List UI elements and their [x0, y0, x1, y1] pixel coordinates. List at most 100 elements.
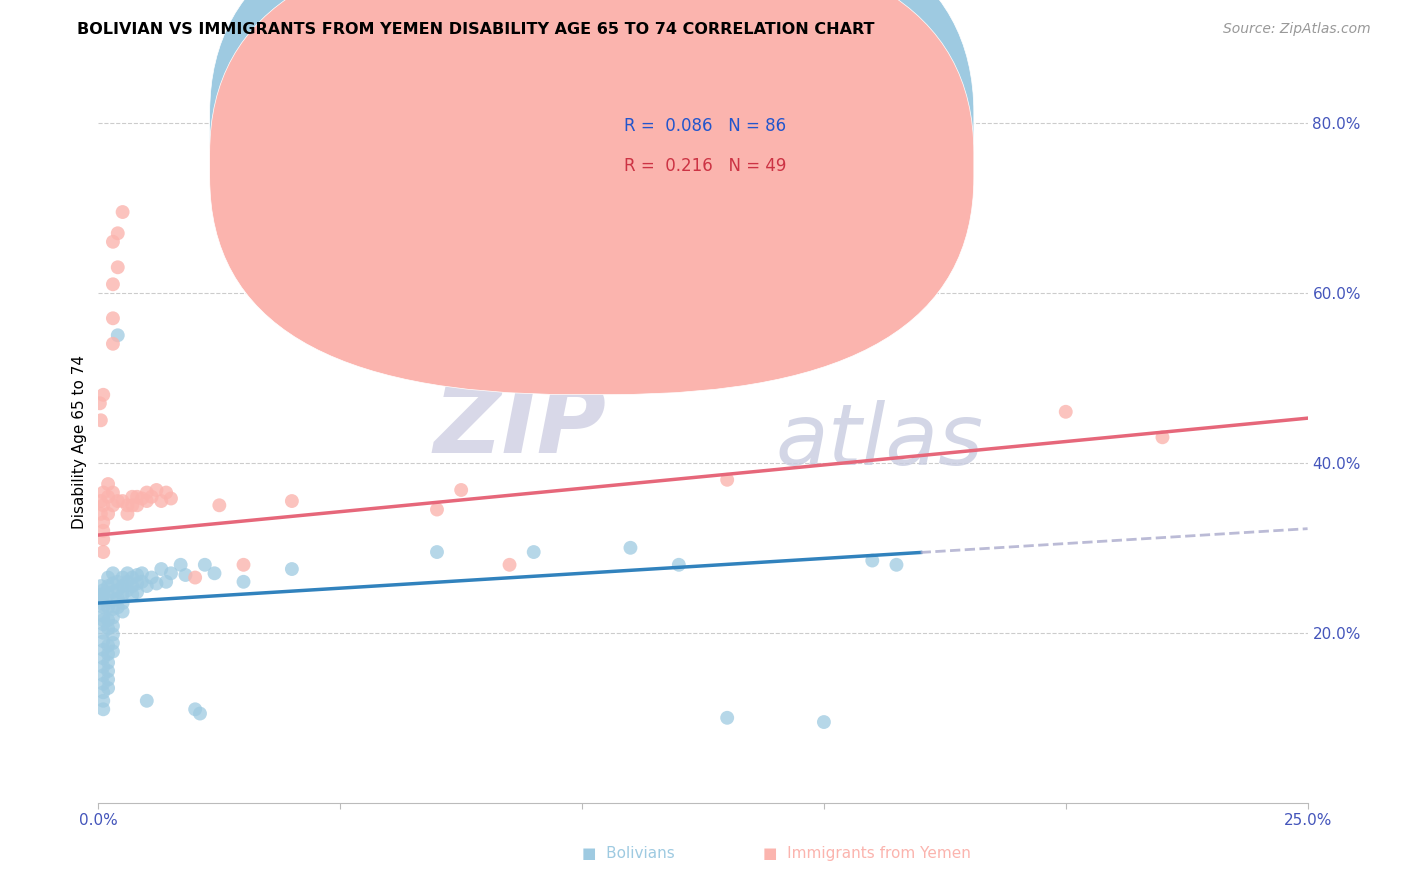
Point — [101, 585, 124, 599]
Text: BOLIVIAN VS IMMIGRANTS FROM YEMEN DISABILITY AGE 65 TO 74 CORRELATION CHART: BOLIVIAN VS IMMIGRANTS FROM YEMEN DISABI… — [77, 22, 875, 37]
Point — [204, 566, 226, 581]
Point — [91, 677, 114, 691]
Point — [160, 566, 183, 581]
Point — [426, 502, 449, 516]
Point — [90, 494, 112, 508]
Point — [89, 396, 111, 410]
Point — [97, 664, 120, 678]
Point — [97, 600, 120, 615]
Point — [101, 610, 124, 624]
Point — [91, 625, 114, 640]
Point — [194, 558, 217, 572]
Point — [117, 583, 139, 598]
Point — [91, 591, 114, 606]
Point — [91, 660, 114, 674]
Point — [426, 545, 449, 559]
Point — [97, 570, 120, 584]
Point — [131, 566, 153, 581]
Point — [619, 541, 641, 555]
Point — [121, 579, 143, 593]
Point — [127, 576, 149, 591]
Text: R =  0.086   N = 86: R = 0.086 N = 86 — [624, 117, 786, 135]
Point — [91, 516, 114, 530]
Point — [135, 579, 157, 593]
Point — [135, 485, 157, 500]
Point — [1152, 430, 1174, 444]
Point — [101, 593, 124, 607]
Point — [101, 619, 124, 633]
Point — [97, 490, 120, 504]
Point — [131, 574, 153, 589]
Point — [91, 685, 114, 699]
Point — [184, 570, 207, 584]
Point — [150, 494, 173, 508]
Point — [107, 260, 129, 275]
Point — [91, 617, 114, 632]
Point — [97, 507, 120, 521]
Point — [91, 388, 114, 402]
Point — [101, 566, 124, 581]
Point — [208, 498, 231, 512]
Text: Source: ZipAtlas.com: Source: ZipAtlas.com — [1223, 22, 1371, 37]
Text: atlas: atlas — [776, 400, 984, 483]
Point — [107, 591, 129, 606]
Point — [101, 602, 124, 616]
Point — [101, 576, 124, 591]
Point — [135, 494, 157, 508]
Point — [117, 507, 139, 521]
Point — [169, 558, 191, 572]
Text: R =  0.216   N = 49: R = 0.216 N = 49 — [624, 156, 787, 175]
Point — [91, 600, 114, 615]
Point — [91, 694, 114, 708]
Point — [91, 583, 114, 598]
Point — [107, 494, 129, 508]
Point — [127, 585, 149, 599]
Point — [523, 545, 546, 559]
Point — [107, 583, 129, 598]
Point — [232, 574, 254, 589]
Point — [107, 328, 129, 343]
Point — [174, 568, 197, 582]
Point — [101, 627, 124, 641]
Point — [97, 656, 120, 670]
Point — [498, 558, 520, 572]
FancyBboxPatch shape — [209, 0, 974, 355]
Point — [91, 634, 114, 648]
Point — [160, 491, 183, 506]
Y-axis label: Disability Age 65 to 74: Disability Age 65 to 74 — [72, 354, 87, 529]
Point — [101, 644, 124, 658]
Point — [141, 570, 163, 584]
Point — [127, 490, 149, 504]
Point — [101, 636, 124, 650]
Point — [121, 498, 143, 512]
Point — [90, 579, 112, 593]
Point — [188, 706, 211, 721]
Point — [127, 498, 149, 512]
Point — [101, 498, 124, 512]
Point — [97, 579, 120, 593]
Point — [135, 694, 157, 708]
Point — [107, 600, 129, 615]
Point — [121, 570, 143, 584]
Point — [117, 566, 139, 581]
Point — [281, 494, 304, 508]
Point — [232, 558, 254, 572]
Point — [97, 639, 120, 653]
Point — [97, 647, 120, 661]
Point — [111, 605, 134, 619]
Point — [111, 596, 134, 610]
Point — [111, 494, 134, 508]
Point — [131, 491, 153, 506]
Point — [97, 477, 120, 491]
Point — [860, 553, 883, 567]
Point — [91, 524, 114, 538]
Point — [886, 558, 908, 572]
Point — [121, 588, 143, 602]
Point — [90, 507, 112, 521]
Point — [281, 562, 304, 576]
Point — [155, 574, 177, 589]
Point — [145, 483, 167, 497]
Point — [668, 558, 690, 572]
Text: ■  Bolivians: ■ Bolivians — [582, 846, 675, 861]
Point — [111, 570, 134, 584]
